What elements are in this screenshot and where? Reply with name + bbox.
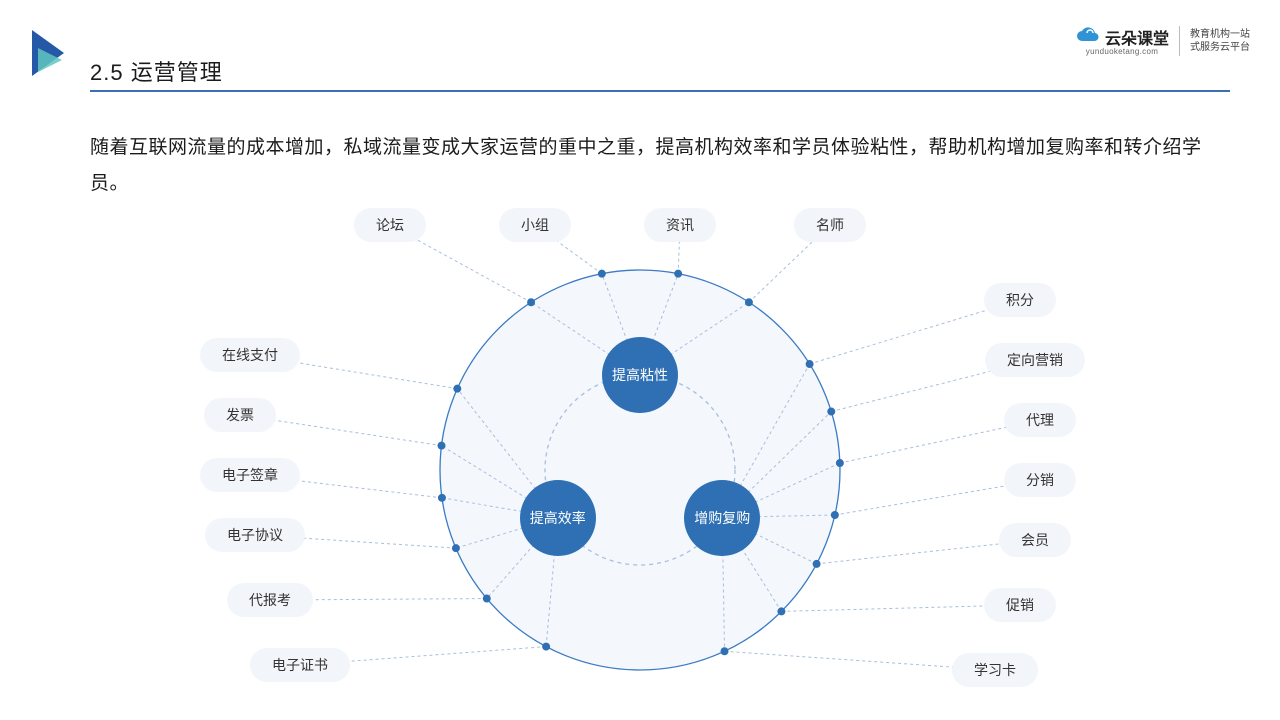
slide-header-icon bbox=[32, 30, 72, 76]
leaf-pill: 会员 bbox=[999, 523, 1071, 557]
logo-domain-text: yunduoketang.com bbox=[1086, 47, 1158, 56]
logo-divider bbox=[1179, 26, 1180, 56]
logo-tagline: 教育机构一站 式服务云平台 bbox=[1190, 28, 1250, 54]
leaf-pill: 资讯 bbox=[644, 208, 716, 242]
leaf-pill: 电子签章 bbox=[200, 458, 300, 492]
title-text: 运营管理 bbox=[131, 60, 223, 85]
leaf-pill: 代理 bbox=[1004, 403, 1076, 437]
brand-logo: 云朵课堂 yunduoketang.com 教育机构一站 式服务云平台 bbox=[1075, 25, 1250, 56]
leaf-pill: 电子证书 bbox=[250, 648, 350, 682]
leaf-pill: 电子协议 bbox=[205, 518, 305, 552]
leaf-pill: 名师 bbox=[794, 208, 866, 242]
leaf-pill: 发票 bbox=[204, 398, 276, 432]
leaf-pill: 小组 bbox=[499, 208, 571, 242]
slide-description: 随着互联网流量的成本增加，私域流量变成大家运营的重中之重，提高机构效率和学员体验… bbox=[90, 130, 1210, 202]
cloud-icon bbox=[1075, 27, 1101, 47]
leaf-pill: 定向营销 bbox=[985, 343, 1085, 377]
hub-node: 增购复购 bbox=[684, 480, 760, 556]
slide-title: 2.5 运营管理 bbox=[90, 55, 223, 87]
leaf-pill: 分销 bbox=[1004, 463, 1076, 497]
leaf-pill: 促销 bbox=[984, 588, 1056, 622]
leaf-pill: 积分 bbox=[984, 283, 1056, 317]
leaf-pill: 代报考 bbox=[227, 583, 313, 617]
title-underline bbox=[90, 90, 1230, 92]
leaf-pill: 学习卡 bbox=[952, 653, 1038, 687]
logo-brand-text: 云朵课堂 bbox=[1105, 25, 1169, 49]
section-number: 2.5 bbox=[90, 60, 124, 85]
hub-node: 提高粘性 bbox=[602, 337, 678, 413]
leaf-pill: 论坛 bbox=[354, 208, 426, 242]
leaf-pill: 在线支付 bbox=[200, 338, 300, 372]
hub-node: 提高效率 bbox=[520, 480, 596, 556]
